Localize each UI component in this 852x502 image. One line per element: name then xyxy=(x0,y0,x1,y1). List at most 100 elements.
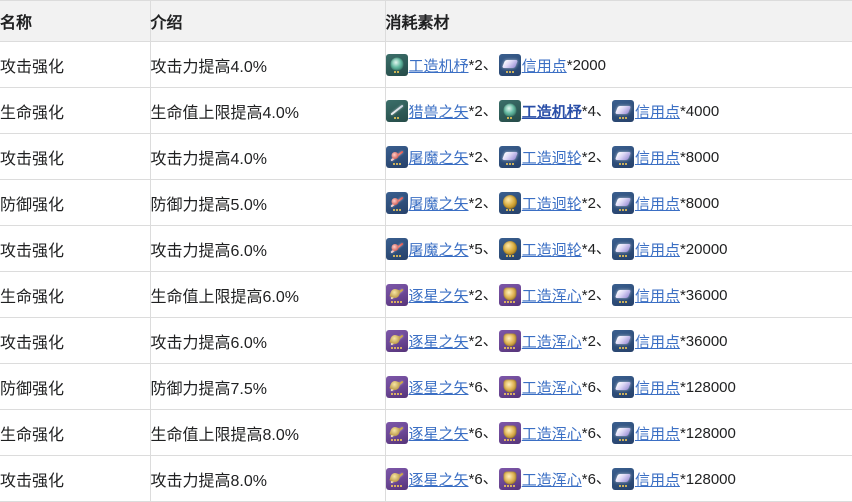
icon-glyph xyxy=(503,241,517,255)
rarity-pips xyxy=(499,301,521,305)
star-chase-arrow-icon[interactable] xyxy=(385,468,408,491)
material-link[interactable]: 屠魔之矢 xyxy=(408,195,469,213)
material-entry: 工造迥轮 *2 xyxy=(498,146,596,169)
material-link[interactable]: 工造迥轮 xyxy=(521,195,582,213)
star-chase-arrow-icon[interactable] xyxy=(385,376,408,399)
crafted-shuttle-icon[interactable] xyxy=(385,54,408,77)
cell-materials: 工造机杼 *2、信用点 *2000 xyxy=(385,41,852,88)
crafted-core-icon[interactable] xyxy=(498,376,521,399)
material-link[interactable]: 工造浑心 xyxy=(521,379,582,397)
cell-description: 攻击力提高8.0% xyxy=(150,455,386,502)
beast-hunt-arrow-icon[interactable] xyxy=(385,100,408,123)
material-link[interactable]: 屠魔之矢 xyxy=(408,149,469,167)
material-link[interactable]: 工造浑心 xyxy=(521,471,582,489)
crafted-wheel-icon[interactable] xyxy=(498,146,521,169)
credit-icon[interactable] xyxy=(611,100,634,123)
material-entry: 信用点 *36000 xyxy=(611,330,728,353)
rarity-pips xyxy=(386,485,408,489)
material-link[interactable]: 信用点 xyxy=(634,195,680,213)
material-separator: 、 xyxy=(595,423,611,441)
icon-glyph xyxy=(503,380,516,393)
crafted-core-icon[interactable] xyxy=(498,284,521,307)
credit-icon[interactable] xyxy=(611,468,634,491)
credit-icon[interactable] xyxy=(611,192,634,215)
material-link[interactable]: 工造浑心 xyxy=(521,287,582,305)
material-link[interactable]: 信用点 xyxy=(634,471,680,489)
material-link[interactable]: 逐星之矢 xyxy=(408,287,469,305)
material-separator: 、 xyxy=(482,239,498,257)
material-separator: 、 xyxy=(482,55,498,73)
crafted-wheel-icon[interactable] xyxy=(498,192,521,215)
material-link[interactable]: 逐星之矢 xyxy=(408,333,469,351)
material-quantity: *2 xyxy=(468,286,483,304)
rarity-pips xyxy=(386,301,408,305)
material-link[interactable]: 信用点 xyxy=(634,425,680,443)
icon-glyph xyxy=(503,60,516,68)
crafted-core-icon[interactable] xyxy=(498,422,521,445)
material-link[interactable]: 猎兽之矢 xyxy=(408,103,469,121)
material-link[interactable]: 信用点 xyxy=(634,149,680,167)
credit-icon[interactable] xyxy=(611,284,634,307)
icon-glyph xyxy=(389,109,404,111)
material-quantity: *4 xyxy=(581,102,596,120)
material-entry: 信用点 *2000 xyxy=(498,54,606,77)
cell-materials: 屠魔之矢 *2、工造迥轮 *2、信用点 *8000 xyxy=(385,179,852,226)
material-link[interactable]: 工造浑心 xyxy=(521,425,582,443)
table-header: 名称 介绍 消耗素材 xyxy=(0,0,852,42)
material-separator: 、 xyxy=(482,469,498,487)
material-quantity: *2 xyxy=(468,148,483,166)
material-entry: 工造机杼 *4 xyxy=(498,100,596,123)
material-link[interactable]: 逐星之矢 xyxy=(408,471,469,489)
cell-description: 攻击力提高6.0% xyxy=(150,317,386,364)
crafted-core-icon[interactable] xyxy=(498,330,521,353)
star-chase-arrow-icon[interactable] xyxy=(385,422,408,445)
material-link[interactable]: 工造迥轮 xyxy=(521,149,582,167)
table-row: 防御强化 防御力提高7.5% 逐星之矢 *6、工造浑心 *6、信用点 *128000 xyxy=(0,363,852,410)
credit-icon[interactable] xyxy=(498,54,521,77)
crafted-shuttle-icon[interactable] xyxy=(498,100,521,123)
credit-icon[interactable] xyxy=(611,422,634,445)
table-body: 攻击强化 攻击力提高4.0% 工造机杼 *2、信用点 *2000 生命强化 生命值上限提高4… xyxy=(0,41,852,502)
column-header-desc: 介绍 xyxy=(150,0,386,42)
material-link[interactable]: 工造机杼 xyxy=(521,103,582,121)
material-link[interactable]: 工造迥轮 xyxy=(521,241,582,259)
material-quantity: *128000 xyxy=(679,470,736,488)
material-link[interactable]: 逐星之矢 xyxy=(408,425,469,443)
material-quantity: *6 xyxy=(581,424,596,442)
material-link[interactable]: 信用点 xyxy=(634,287,680,305)
star-chase-arrow-icon[interactable] xyxy=(385,284,408,307)
demon-slay-arrow-icon[interactable] xyxy=(385,238,408,261)
credit-icon[interactable] xyxy=(611,330,634,353)
material-link[interactable]: 逐星之矢 xyxy=(408,379,469,397)
demon-slay-arrow-icon[interactable] xyxy=(385,146,408,169)
material-link[interactable]: 信用点 xyxy=(634,241,680,259)
material-link[interactable]: 工造机杼 xyxy=(408,57,469,75)
credit-icon[interactable] xyxy=(611,238,634,261)
cell-materials: 猎兽之矢 *2、工造机杼 *4、信用点 *4000 xyxy=(385,87,852,134)
material-link[interactable]: 信用点 xyxy=(634,103,680,121)
cell-materials: 逐星之矢 *6、工造浑心 *6、信用点 *128000 xyxy=(385,455,852,502)
crafted-wheel-icon[interactable] xyxy=(498,238,521,261)
demon-slay-arrow-icon[interactable] xyxy=(385,192,408,215)
material-link[interactable]: 信用点 xyxy=(634,333,680,351)
credit-icon[interactable] xyxy=(611,146,634,169)
cell-name: 攻击强化 xyxy=(0,133,151,180)
material-separator: 、 xyxy=(595,377,611,395)
icon-glyph xyxy=(389,293,404,295)
cell-name: 攻击强化 xyxy=(0,455,151,502)
material-quantity: *5 xyxy=(468,240,483,258)
credit-icon[interactable] xyxy=(611,376,634,399)
material-entry: 工造浑心 *6 xyxy=(498,468,596,491)
material-link[interactable]: 信用点 xyxy=(521,57,567,75)
material-quantity: *6 xyxy=(581,470,596,488)
star-chase-arrow-icon[interactable] xyxy=(385,330,408,353)
material-link[interactable]: 工造浑心 xyxy=(521,333,582,351)
cell-description: 生命值上限提高8.0% xyxy=(150,409,386,456)
material-link[interactable]: 屠魔之矢 xyxy=(408,241,469,259)
material-entry: 猎兽之矢 *2 xyxy=(385,100,483,123)
material-link[interactable]: 信用点 xyxy=(634,379,680,397)
crafted-core-icon[interactable] xyxy=(498,468,521,491)
table-row: 攻击强化 攻击力提高6.0% 逐星之矢 *2、工造浑心 *2、信用点 *36000 xyxy=(0,317,852,364)
material-separator: 、 xyxy=(595,193,611,211)
